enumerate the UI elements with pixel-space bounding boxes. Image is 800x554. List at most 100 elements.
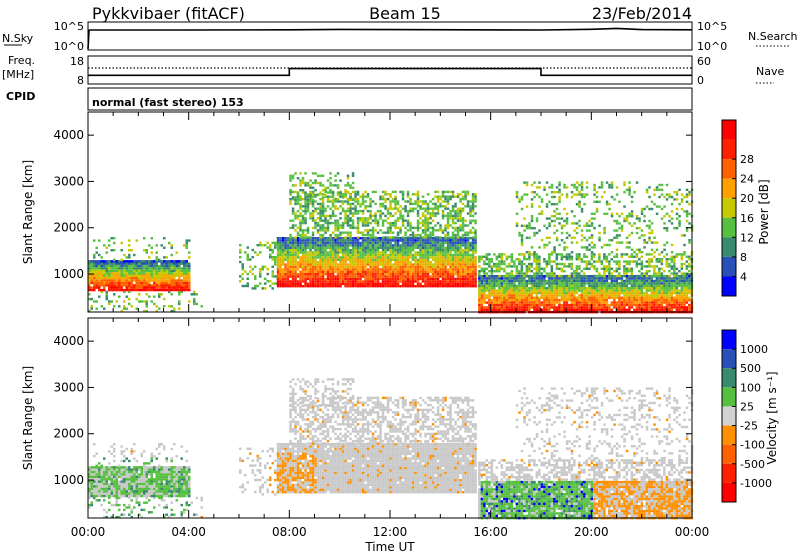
scatter-cell: [490, 303, 494, 307]
scatter-cell: [406, 200, 410, 203]
scatter-cell: [441, 270, 445, 273]
scatter-cell: [381, 224, 385, 227]
scatter-cell: [399, 268, 402, 271]
scatter-cell: [406, 193, 410, 196]
scatter-cell: [321, 270, 325, 273]
scatter-cell: [309, 246, 312, 249]
scatter-cell: [381, 190, 385, 194]
scatter-cell: [304, 184, 307, 187]
scatter-cell: [493, 270, 496, 273]
scatter-cell: [143, 286, 146, 289]
scatter-cell: [256, 284, 259, 288]
scatter-cell: [125, 307, 128, 310]
scatter-cell: [133, 279, 136, 282]
scatter-cell: [90, 297, 93, 301]
scatter-cell: [381, 256, 385, 259]
scatter-cell: [653, 303, 656, 307]
scatter-cell: [329, 261, 332, 264]
scatter-cell: [311, 258, 315, 261]
scatter-cell: [271, 270, 274, 273]
scatter-cell: [306, 181, 310, 185]
scatter-cell: [93, 253, 96, 257]
scatter-cell: [444, 256, 447, 259]
scatter-cell: [304, 270, 307, 273]
scatter-cell: [474, 193, 477, 196]
scatter-cell: [341, 263, 345, 266]
scatter-cell: [493, 303, 496, 307]
scatter-cell: [538, 265, 541, 268]
scatter-cell: [488, 308, 491, 311]
scatter-cell: [505, 301, 509, 304]
scatter-cell: [593, 299, 596, 302]
scatter-cell: [439, 268, 442, 271]
scatter-cell: [620, 277, 624, 280]
scatter-cell: [638, 301, 641, 304]
scatter-cell: [680, 306, 684, 309]
scatter-cell: [356, 265, 360, 269]
scatter-cell: [341, 193, 345, 196]
scatter-cell: [444, 277, 447, 281]
scatter-cell: [444, 249, 447, 252]
scatter-cell: [426, 202, 430, 206]
scatter-cell: [673, 277, 676, 280]
scatter-cell: [474, 249, 477, 252]
scatter-cell: [568, 289, 571, 292]
scatter-cell: [396, 231, 400, 234]
scatter-cell: [351, 282, 355, 285]
scatter-cell: [663, 306, 666, 309]
scatter-cell: [316, 249, 320, 252]
scatter-cell: [329, 244, 332, 247]
scatter-cell: [163, 297, 166, 301]
scatter-cell: [426, 268, 430, 271]
scatter-cell: [404, 251, 407, 254]
scatter-cell: [505, 279, 509, 283]
scatter-cell: [321, 229, 325, 232]
scatter-cell: [281, 253, 285, 257]
scatter-cell: [595, 277, 599, 280]
scatter-cell: [550, 294, 554, 297]
scatter-cell: [490, 287, 494, 290]
scatter-cell: [545, 262, 549, 266]
scatter-cell: [163, 237, 166, 240]
scatter-cell: [620, 303, 624, 307]
scatter-cell: [510, 287, 514, 290]
scatter-cell: [510, 301, 514, 304]
scatter-cell: [508, 274, 511, 278]
scatter-cell: [665, 296, 669, 299]
scatter-cell: [296, 195, 300, 198]
scatter-cell: [593, 277, 596, 280]
scatter-cell: [578, 308, 581, 311]
scatter-cell: [500, 296, 504, 299]
scatter-cell: [389, 275, 392, 278]
scatter-cell: [580, 289, 584, 292]
scatter-cell: [513, 303, 516, 307]
scatter-cell: [289, 239, 292, 242]
scatter-cell: [113, 269, 116, 273]
scatter-cell: [503, 303, 506, 307]
scatter-cell: [668, 296, 671, 299]
scatter-cell: [324, 249, 327, 252]
scatter-cell: [583, 287, 586, 290]
scatter-cell: [180, 272, 183, 275]
scatter-cell: [461, 221, 465, 225]
scatter-cell: [374, 249, 377, 252]
scatter-cell: [495, 277, 499, 280]
scatter-cell: [439, 226, 442, 230]
scatter-cell: [555, 294, 559, 297]
scatter-cell: [411, 277, 415, 281]
scatter-cell: [548, 282, 551, 285]
scatter-cell: [311, 270, 315, 273]
scatter-cell: [286, 277, 290, 281]
scatter-cell: [304, 197, 307, 201]
scatter-cell: [495, 267, 499, 270]
scatter-cell: [359, 261, 362, 264]
scatter-cell: [625, 301, 629, 304]
scatter-cell: [346, 200, 350, 203]
scatter-cell: [668, 291, 671, 295]
scatter-cell: [100, 279, 103, 282]
scatter-cell: [366, 280, 370, 283]
scatter-cell: [421, 195, 425, 198]
scatter-cell: [573, 301, 576, 304]
scatter-cell: [471, 263, 475, 266]
